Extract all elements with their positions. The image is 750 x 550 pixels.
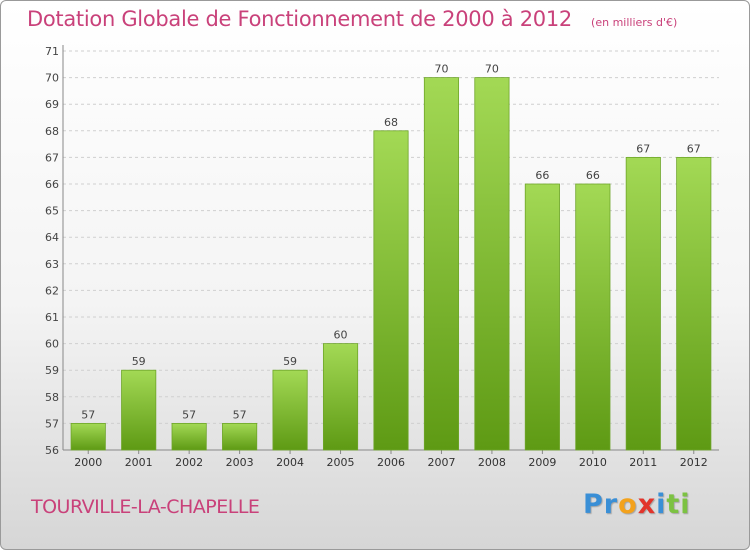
logo-letter: o [618, 489, 638, 520]
bar [121, 369, 157, 451]
bar [423, 77, 460, 451]
y-tick-label: 66 [45, 178, 59, 191]
x-tick-label: 2009 [528, 456, 556, 469]
x-tick-label: 2012 [680, 456, 708, 469]
y-tick-label: 68 [45, 125, 59, 138]
y-tick-label: 69 [45, 98, 59, 111]
data-label: 67 [636, 142, 650, 155]
logo-letter: i [656, 489, 667, 520]
y-tick-label: 65 [45, 205, 59, 218]
bar [524, 183, 560, 451]
y-tick-label: 59 [45, 364, 59, 377]
data-label: 57 [81, 408, 95, 421]
x-tick-label: 2001 [125, 456, 153, 469]
x-tick-label: 2010 [579, 456, 607, 469]
data-label: 59 [283, 355, 297, 368]
x-tick-label: 2008 [478, 456, 506, 469]
data-label: 70 [434, 63, 448, 76]
data-label: 67 [687, 142, 701, 155]
y-tick-label: 67 [45, 151, 59, 164]
bar [171, 422, 207, 451]
data-label: 59 [132, 355, 146, 368]
bar [272, 369, 308, 451]
x-tick-label: 2004 [276, 456, 304, 469]
x-tick-label: 2006 [377, 456, 405, 469]
bar [373, 130, 409, 451]
logo-letter: x [637, 489, 657, 520]
y-tick-label: 56 [45, 444, 59, 457]
bar [474, 77, 510, 451]
y-tick-label: 63 [45, 258, 59, 271]
y-tick-label: 60 [45, 338, 59, 351]
title-row: Dotation Globale de Fonctionnement de 20… [27, 7, 677, 31]
bar [625, 156, 661, 451]
y-tick-label: 58 [45, 391, 59, 404]
y-tick-label: 62 [45, 284, 59, 297]
x-tick-label: 2011 [629, 456, 657, 469]
commune-name: TOURVILLE-LA-CHAPELLE [31, 496, 260, 518]
bar [575, 183, 611, 451]
x-tick-label: 2007 [427, 456, 455, 469]
chart-title: Dotation Globale de Fonctionnement de 20… [27, 7, 572, 31]
data-label: 57 [233, 408, 247, 421]
logo-letter: i [680, 489, 691, 520]
bars [70, 77, 712, 451]
data-label: 70 [485, 63, 499, 76]
x-tick-label: 2000 [74, 456, 102, 469]
bar [70, 422, 106, 451]
x-tick-label: 2002 [175, 456, 203, 469]
y-tick-label: 61 [45, 311, 59, 324]
y-tick-label: 71 [45, 45, 59, 58]
logo-letter: t [666, 489, 681, 520]
data-label: 66 [535, 169, 549, 182]
data-labels: 57 59 57 57 59 60 68 70 70 66 66 67 67 [81, 63, 701, 422]
x-tick-label: 2005 [327, 456, 355, 469]
proxiti-logo: Proxiti [583, 489, 691, 520]
bar [676, 156, 712, 451]
y-tick-label: 70 [45, 72, 59, 85]
x-tick-label: 2003 [226, 456, 254, 469]
bar [322, 343, 359, 451]
chart-subtitle: (en milliers d'€) [591, 16, 678, 29]
data-label: 57 [182, 408, 196, 421]
y-tick-label: 64 [45, 231, 59, 244]
y-tick-label: 57 [45, 417, 59, 430]
data-label: 66 [586, 169, 600, 182]
logo-letter: r [603, 489, 619, 520]
bar [222, 422, 258, 451]
axes: 56 57 58 59 60 61 62 63 64 65 66 67 68 69 70 71 2000 2001… [45, 45, 719, 469]
data-label: 68 [384, 116, 398, 129]
logo-letter: P [583, 489, 604, 520]
data-label: 60 [334, 329, 348, 342]
